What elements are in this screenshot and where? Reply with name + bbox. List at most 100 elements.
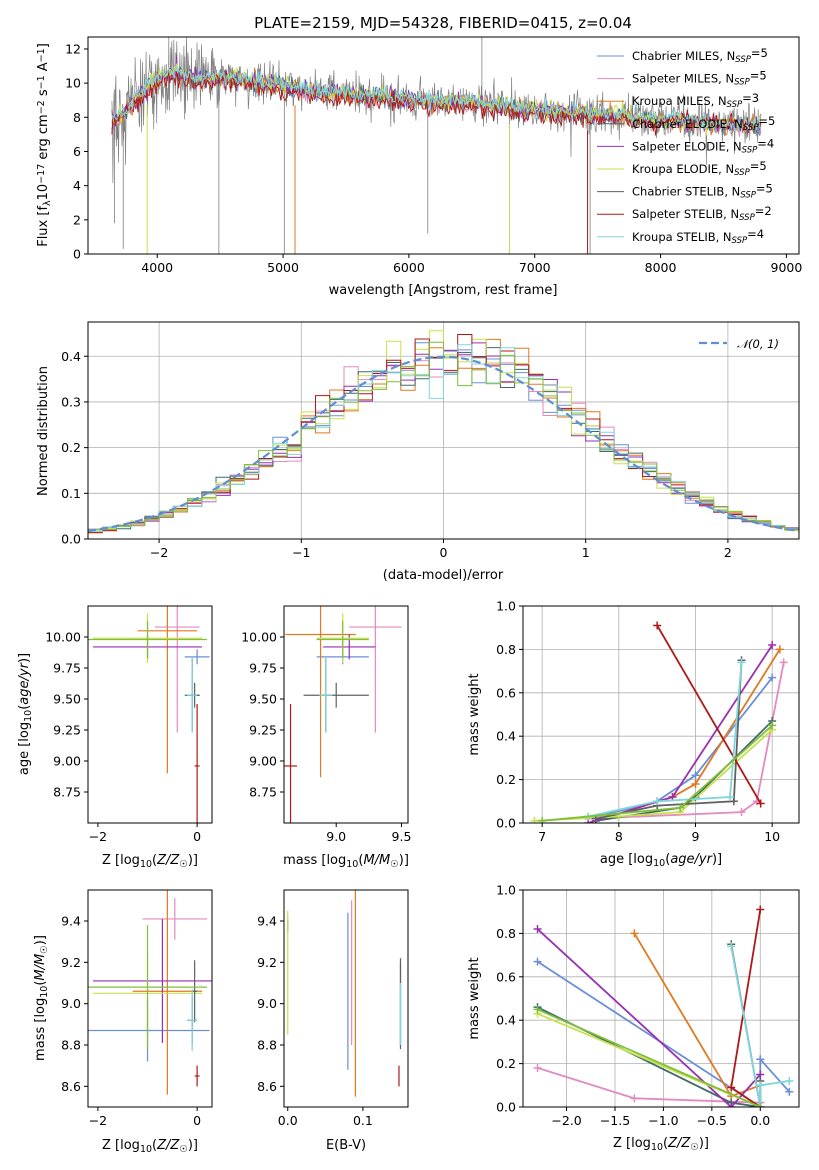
y-tick-label: 0.4 <box>61 349 81 364</box>
y-tick-label: 0.4 <box>496 1013 516 1028</box>
x-tick-label: 0 <box>440 545 448 560</box>
weight-line-chabrier-miles <box>587 677 773 820</box>
weight-line-kroupa-stelib <box>730 946 790 1107</box>
legend-name: Kroupa STELIB, N <box>632 230 732 244</box>
spectrum-panel: 4000 5000 6000 7000 8000 9000 0 2 4 6 8 10 12 wavelen… <box>36 36 803 298</box>
label-part: ☉ <box>39 945 50 954</box>
y-tick-label: 10.00 <box>241 630 277 645</box>
weight-marker <box>630 929 639 938</box>
label-part: Z [log <box>102 853 140 868</box>
legend-name: Kroupa MILES, N <box>632 94 727 108</box>
x-axis-label: Z [log10(Z/Z☉)] <box>102 1138 198 1155</box>
weight-marker <box>538 816 547 823</box>
model-spectrum-salpeter-stelib <box>111 70 762 136</box>
label-part: ☉ <box>690 1142 699 1153</box>
weight-marker <box>530 816 539 823</box>
plot-content <box>287 890 402 1097</box>
x-axis-label: age [log10(age/yr)] <box>600 852 722 869</box>
y-tick-label: 0.0 <box>496 816 516 831</box>
label-part: Z [log <box>613 1136 651 1151</box>
label-part: age [log <box>600 852 653 867</box>
label-part: ( <box>358 853 363 868</box>
y-tick-label: 10 <box>65 76 81 91</box>
legend-name: Salpeter ELODIE, N <box>632 139 742 153</box>
label-part: )] <box>699 1136 709 1151</box>
legend-sub: SSP <box>732 236 748 246</box>
legend-entry: Chabrier STELIB, NSSP=5 <box>632 182 773 201</box>
x-tick-label: 8 <box>615 829 623 844</box>
label-part: 10 <box>140 1144 152 1155</box>
weight-marker <box>737 658 746 667</box>
weight-marker <box>691 771 700 780</box>
y-tick-label: 9.25 <box>53 723 81 738</box>
y-tick-label: 0.6 <box>496 969 516 984</box>
figure-title: PLATE=2159, MJD=54328, FIBERID=0415, z=0… <box>254 14 632 32</box>
legend-value: =3 <box>742 91 759 105</box>
x-tick-label: −2 <box>150 545 168 560</box>
plot-area <box>284 606 408 823</box>
y-tick-label: 8 <box>73 110 81 125</box>
weight-line-kroupa-stelib <box>588 662 743 818</box>
y-axis-label: Flux [fλ10−17 erg cm−2 s−1 A−1] <box>36 43 53 247</box>
x-tick-label: 0 <box>193 1113 201 1128</box>
legend-value: =5 <box>756 182 773 196</box>
weight-marker <box>768 673 777 682</box>
label-part: age [log <box>17 722 32 775</box>
plot-area <box>88 606 212 823</box>
x-tick-label: 9000 <box>771 260 803 275</box>
x-tick-label: 9.5 <box>392 829 412 844</box>
label-part: M/M <box>33 954 48 981</box>
label-part: mass [log <box>33 998 48 1061</box>
weight-marker <box>785 1087 794 1096</box>
plot-area <box>88 890 212 1107</box>
axes-frame <box>87 36 800 255</box>
axes-frame <box>522 605 800 824</box>
weight-line-kroupa-elodie--green- <box>537 1008 761 1107</box>
y-tick-label: 9.00 <box>249 754 277 769</box>
legend-entry: Chabrier MILES, NSSP=5 <box>632 46 768 65</box>
y-tick-label: 10.00 <box>45 630 81 645</box>
plot-area <box>284 890 408 1107</box>
y-tick-label: 0.4 <box>496 729 516 744</box>
label-part: )] <box>188 1138 198 1153</box>
y-tick-label: 9.2 <box>61 955 81 970</box>
axes-frame <box>522 889 800 1108</box>
label-part: Z/Z <box>156 1138 180 1153</box>
weight-marker <box>756 905 765 914</box>
x-tick-label: 2 <box>724 545 732 560</box>
y-tick-label: 0 <box>73 247 81 262</box>
y-tick-label: 9.2 <box>257 955 277 970</box>
label-part: Z/Z <box>667 1136 691 1151</box>
legend-sub: SSP <box>734 168 750 178</box>
weight-marker <box>653 797 662 806</box>
x-axis-label: mass [log10(M/M☉)] <box>283 853 409 870</box>
y-axis-label: mass weight <box>467 957 482 1039</box>
weight-marker <box>533 925 542 934</box>
y-tick-label: 4 <box>73 178 81 193</box>
legend-entry: Kroupa ELODIE, NSSP=5 <box>632 159 767 178</box>
model-spectrum-kroupa-stelib <box>111 65 762 133</box>
label-part: ☉ <box>179 859 188 870</box>
weight-marker <box>533 1005 542 1014</box>
y-tick-label: 0.6 <box>496 685 516 700</box>
legend-sub: SSP <box>740 191 756 201</box>
label-part: age/yr <box>670 852 713 867</box>
y-tick-label: 9.4 <box>61 914 81 929</box>
x-tick-label: 5000 <box>267 260 299 275</box>
weight-marker <box>533 1063 542 1072</box>
weight-marker <box>630 1094 639 1103</box>
legend-entry: Salpeter STELIB, NSSP=2 <box>632 204 772 223</box>
x-tick-label: 4000 <box>141 260 173 275</box>
label-part: age/yr <box>17 661 32 704</box>
gaussian-curve <box>88 355 799 533</box>
plot-content <box>88 606 210 823</box>
y-tick-label: 9.50 <box>53 692 81 707</box>
y-axis-label: age [log10(age/yr)] <box>17 653 34 775</box>
legend-value: =5 <box>758 114 775 128</box>
weight-marker <box>756 1081 765 1090</box>
weight-marker <box>779 658 788 667</box>
y-tick-label: 9.25 <box>249 723 277 738</box>
plot-content <box>530 621 788 823</box>
weight-marker <box>756 1055 765 1064</box>
weight-line-salpeter-elodie <box>536 928 761 1107</box>
